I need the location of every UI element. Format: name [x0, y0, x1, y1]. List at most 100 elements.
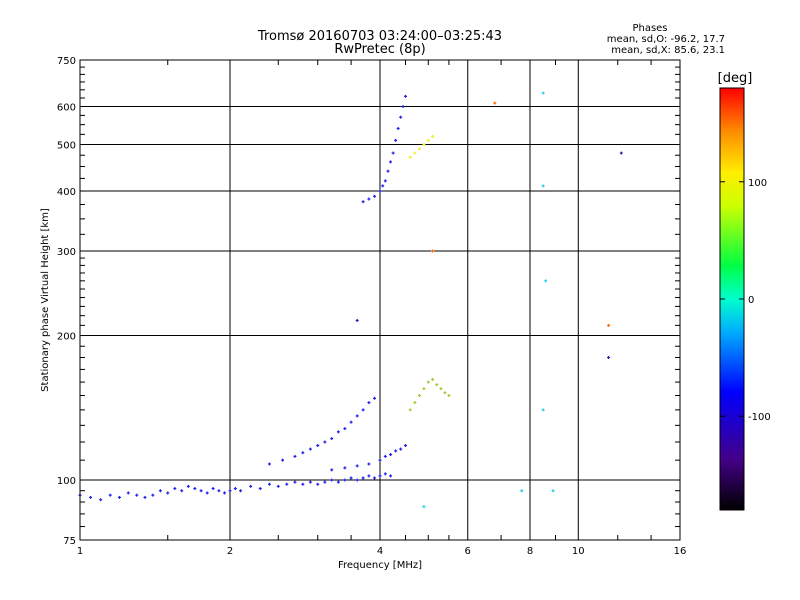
data-point — [422, 143, 426, 147]
data-point — [367, 401, 371, 405]
data-point — [520, 489, 524, 493]
data-point — [373, 476, 377, 480]
data-point — [403, 94, 407, 98]
data-point — [431, 377, 435, 381]
data-point — [443, 391, 447, 395]
data-point — [355, 478, 359, 482]
x-tick-label: 16 — [674, 546, 687, 557]
data-point — [619, 151, 623, 155]
data-point — [205, 491, 209, 495]
data-point — [399, 115, 403, 119]
data-point — [373, 194, 377, 198]
data-point — [431, 134, 435, 138]
data-point — [541, 91, 545, 95]
chart-subtitle: RwPretec (8p) — [334, 42, 425, 57]
axis-ticks: 1 2 4 6 8 10 16 75 100 200 300 400 500 600 750 — [57, 56, 686, 557]
data-point — [447, 394, 451, 398]
data-point — [336, 480, 340, 484]
x-tick-label: 6 — [465, 546, 471, 557]
data-point — [408, 408, 412, 412]
data-point — [355, 464, 359, 468]
data-point — [217, 489, 221, 493]
data-point — [551, 489, 555, 493]
colorbar-label: [deg] — [718, 71, 753, 86]
data-point — [435, 383, 439, 387]
data-point — [89, 495, 93, 499]
data-point — [267, 482, 271, 486]
data-point — [378, 458, 382, 462]
x-tick-label: 8 — [527, 546, 533, 557]
data-point — [413, 401, 417, 405]
data-point — [293, 454, 297, 458]
data-points — [78, 91, 623, 509]
data-point — [439, 387, 443, 391]
data-point — [135, 493, 139, 497]
data-point — [228, 489, 232, 493]
data-point — [386, 169, 390, 173]
data-point — [285, 482, 289, 486]
x-axis-label: Frequency [MHz] — [338, 560, 422, 571]
chart-title: Tromsø 20160703 03:24:00–03:25:43 — [257, 29, 502, 44]
data-point — [117, 495, 121, 499]
data-point — [607, 355, 611, 359]
data-point — [396, 126, 400, 130]
data-point — [281, 458, 285, 462]
data-point — [394, 138, 398, 142]
data-point — [239, 489, 243, 493]
y-tick-label: 600 — [57, 103, 76, 114]
data-point — [544, 279, 548, 283]
colorbar-tick-label: -100 — [748, 412, 771, 423]
data-point — [330, 437, 334, 441]
data-point — [417, 147, 421, 151]
data-point — [166, 491, 170, 495]
y-tick-label: 400 — [57, 187, 76, 198]
data-point — [367, 197, 371, 201]
data-point — [336, 430, 340, 434]
data-point — [343, 466, 347, 470]
data-point — [355, 318, 359, 322]
data-point — [249, 484, 253, 488]
data-point — [349, 476, 353, 480]
data-point — [99, 498, 103, 502]
plot-frame — [79, 59, 681, 541]
phases-o-stats: mean, sd,O: -96.2, 17.7 — [607, 34, 725, 45]
grid-lines — [80, 60, 680, 540]
data-point — [413, 151, 417, 155]
x-tick-label: 10 — [572, 546, 585, 557]
data-point — [186, 484, 190, 488]
data-point — [389, 474, 393, 478]
data-point — [323, 440, 327, 444]
data-point — [223, 491, 227, 495]
colorbar-tick-label: 100 — [748, 178, 767, 189]
data-point — [367, 462, 371, 466]
data-point — [173, 487, 177, 491]
data-point — [394, 449, 398, 453]
data-point — [367, 474, 371, 478]
data-point — [383, 472, 387, 476]
data-point — [378, 189, 382, 193]
data-point — [408, 155, 412, 159]
data-point — [431, 249, 435, 253]
x-tick-label: 1 — [77, 546, 83, 557]
x-tick-label: 4 — [377, 546, 383, 557]
data-point — [330, 468, 334, 472]
data-point — [308, 447, 312, 451]
data-point — [293, 480, 297, 484]
data-point — [330, 478, 334, 482]
colorbar-ticks: 100 0 -100 — [720, 178, 771, 423]
data-point — [378, 474, 382, 478]
data-point — [343, 478, 347, 482]
data-point — [361, 200, 365, 204]
data-point — [211, 487, 215, 491]
y-tick-label: 300 — [57, 247, 76, 258]
data-point — [301, 451, 305, 455]
data-point — [108, 493, 112, 497]
data-point — [180, 489, 184, 493]
data-point — [399, 447, 403, 451]
y-tick-label: 750 — [57, 56, 76, 67]
data-point — [143, 495, 147, 499]
data-point — [389, 453, 393, 457]
data-point — [493, 101, 497, 105]
data-point — [126, 491, 130, 495]
